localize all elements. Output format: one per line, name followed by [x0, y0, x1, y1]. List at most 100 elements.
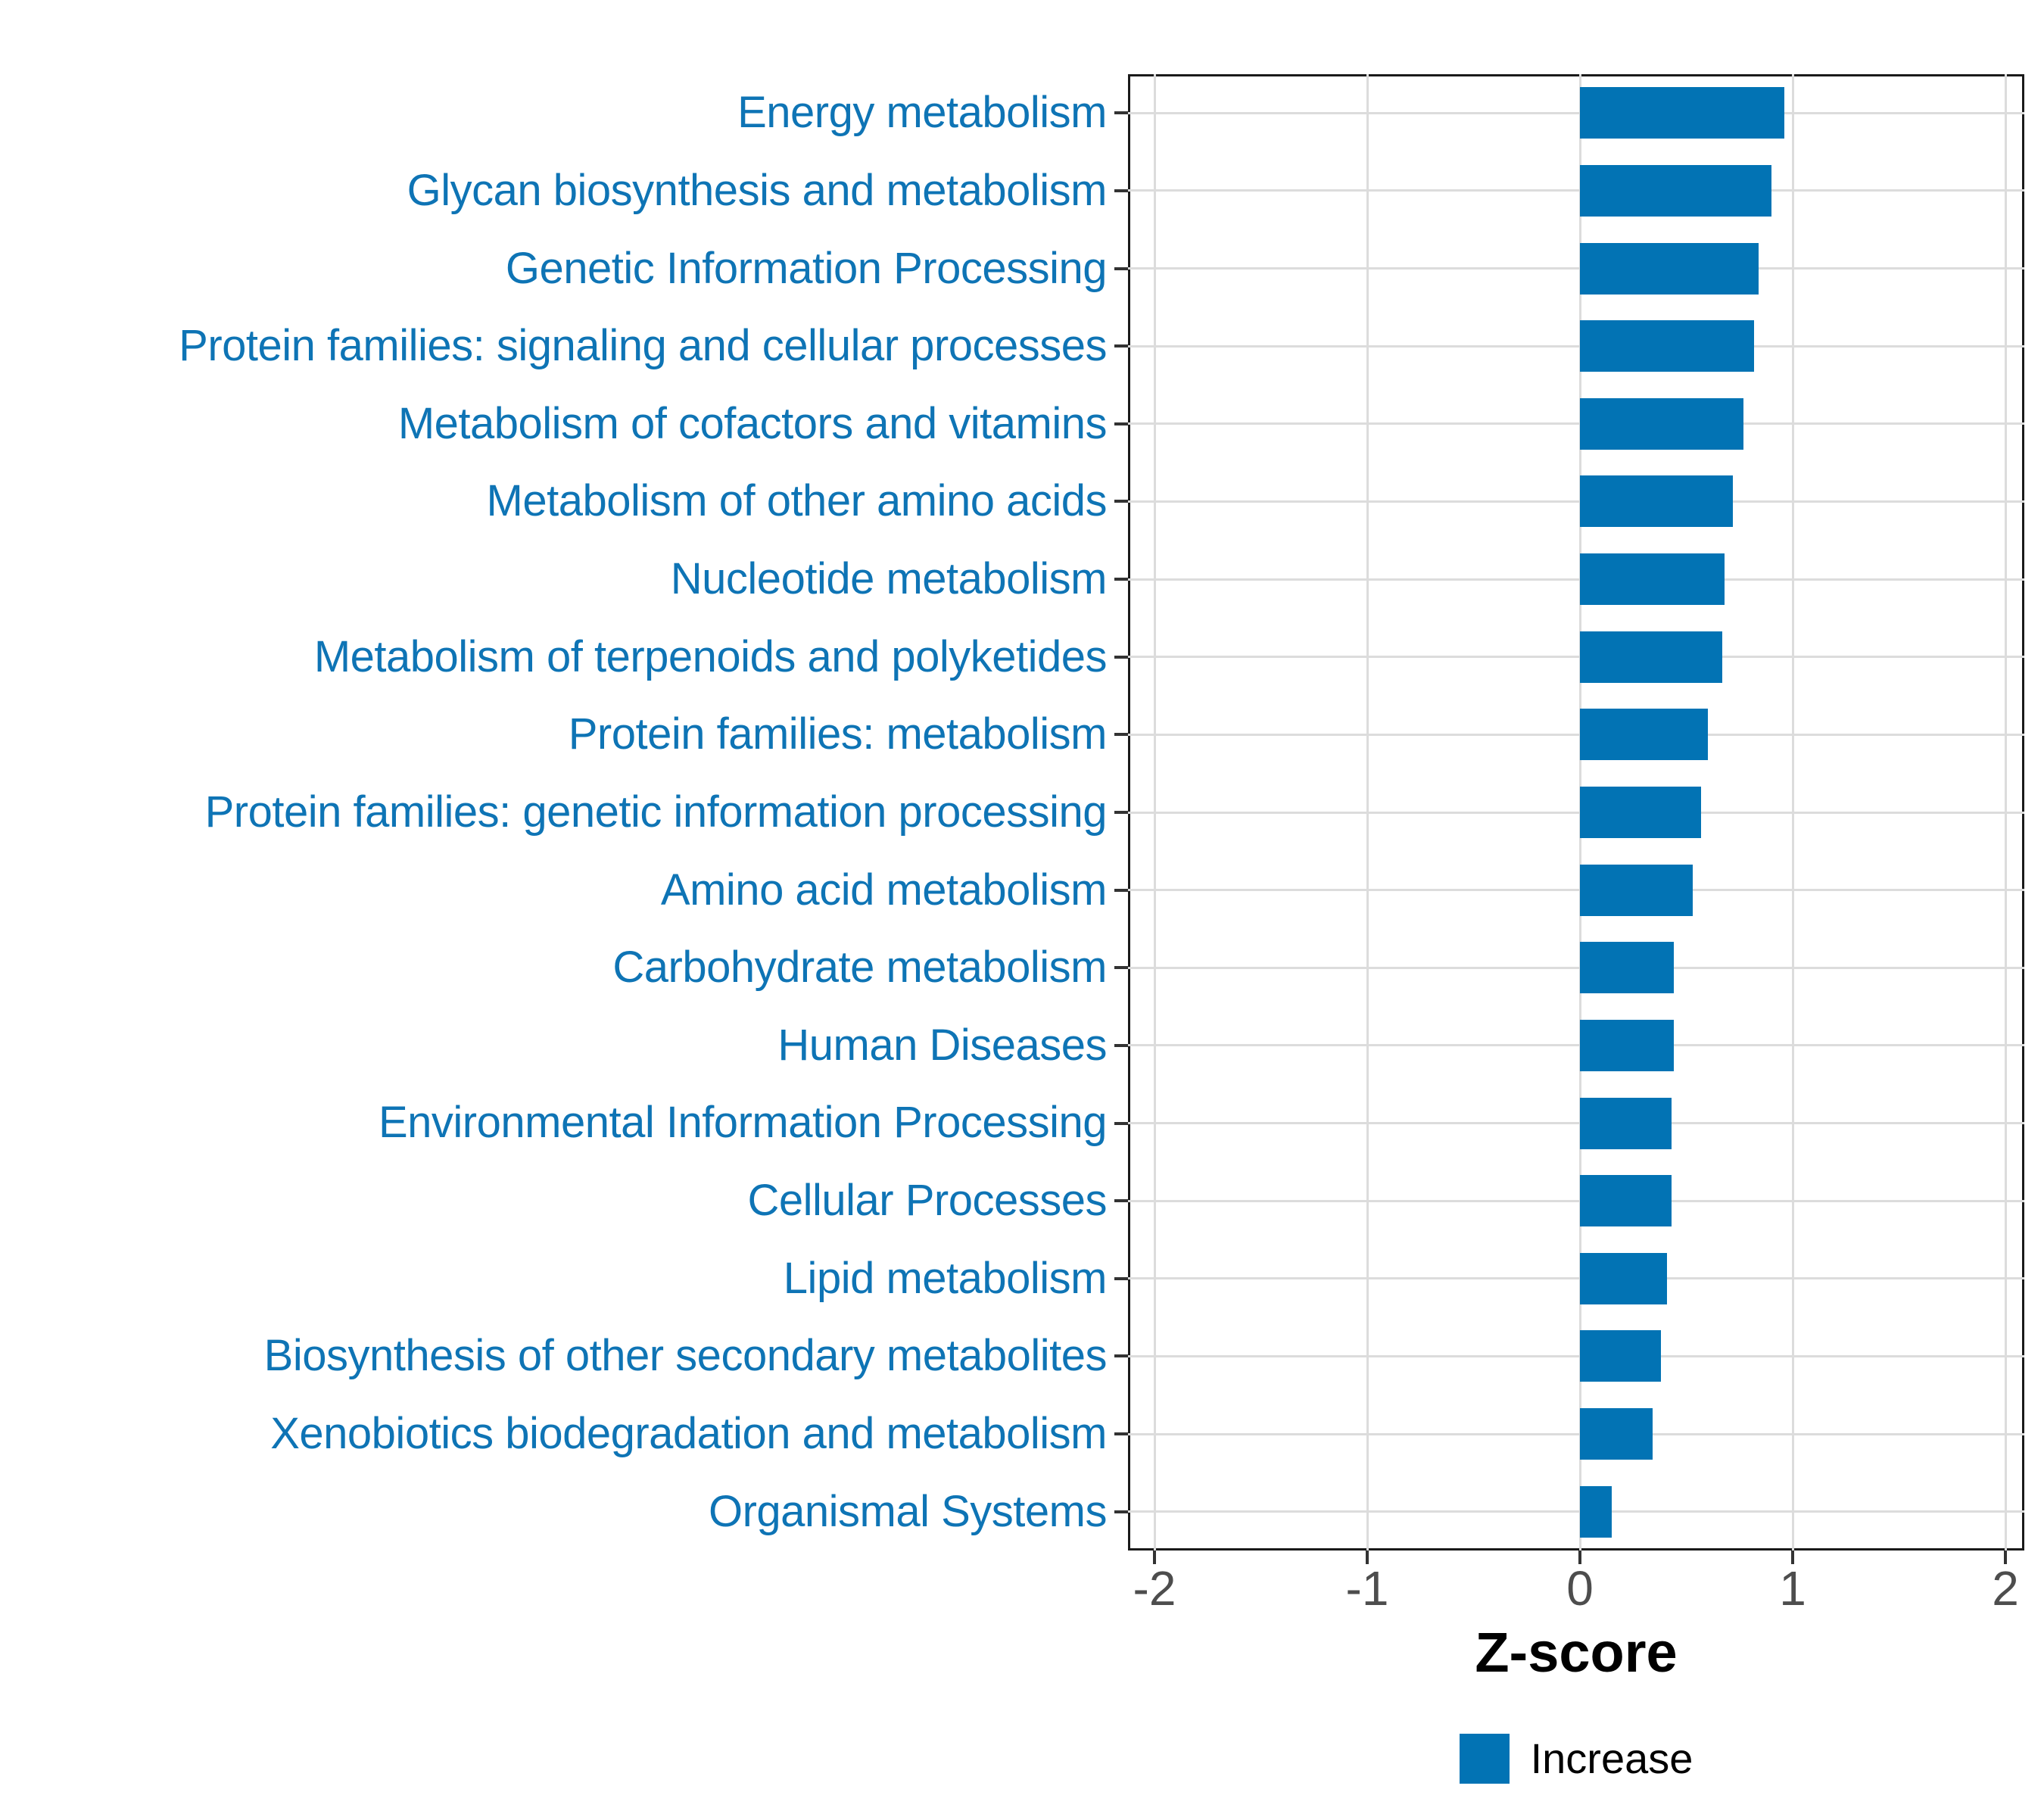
category-label: Nucleotide metabolism	[670, 554, 1108, 604]
category-label: Protein families: genetic information pr…	[204, 787, 1108, 837]
category-label: Genetic Information Processing	[505, 243, 1108, 293]
horizontal-gridline	[1128, 344, 2024, 348]
bar-5	[1580, 397, 1744, 450]
horizontal-gridline	[1128, 1277, 2024, 1280]
y-tick-mark	[1114, 1043, 1128, 1047]
category-label: Energy metabolism	[737, 88, 1107, 138]
bar-19	[1580, 1485, 1612, 1538]
category-label: Organismal Systems	[708, 1486, 1108, 1536]
x-tick-label: -1	[1345, 1561, 1389, 1616]
x-tick-label: 0	[1566, 1561, 1594, 1616]
y-category-row: Glycan biosynthesis and metabolism	[0, 152, 1108, 230]
y-category-row: Carbohydrate metabolism	[0, 929, 1107, 1007]
category-label: Lipid metabolism	[783, 1253, 1108, 1303]
x-tick-mark	[1366, 1551, 1369, 1564]
y-tick-mark	[1114, 1276, 1128, 1280]
y-tick-mark	[1114, 578, 1128, 581]
category-label: Cellular Processes	[747, 1176, 1107, 1226]
x-tick-mark	[1578, 1551, 1581, 1564]
y-tick-mark	[1114, 344, 1128, 348]
horizontal-gridline	[1128, 111, 2024, 114]
y-category-row: Xenobiotics biodegradation and metabolis…	[0, 1395, 1107, 1473]
y-category-row: Biosynthesis of other secondary metaboli…	[0, 1317, 1108, 1395]
y-category-row: Metabolism of terpenoids and polyketides	[0, 618, 1108, 696]
y-tick-mark	[1114, 111, 1128, 115]
horizontal-gridline	[1128, 1199, 2024, 1202]
bar-14	[1580, 1097, 1672, 1149]
category-label: Protein families: signaling and cellular…	[179, 321, 1107, 371]
bar-12	[1580, 942, 1674, 994]
y-tick-mark	[1114, 1354, 1128, 1358]
category-label: Metabolism of terpenoids and polyketides	[313, 631, 1108, 681]
horizontal-gridline	[1128, 500, 2024, 503]
y-category-row: Amino acid metabolism	[0, 851, 1108, 929]
y-tick-mark	[1114, 733, 1128, 737]
y-category-row: Environmental Information Processing	[0, 1084, 1108, 1162]
horizontal-gridline	[1128, 1122, 2024, 1125]
category-label: Xenobiotics biodegradation and metabolis…	[270, 1408, 1107, 1458]
horizontal-gridline	[1128, 422, 2024, 425]
bar-8	[1580, 631, 1723, 683]
bar-15	[1580, 1175, 1672, 1227]
category-label: Protein families: metabolism	[568, 709, 1108, 759]
horizontal-gridline	[1128, 578, 2024, 581]
category-label: Amino acid metabolism	[660, 865, 1108, 915]
y-tick-mark	[1114, 500, 1128, 503]
y-tick-mark	[1114, 811, 1128, 814]
x-tick-mark	[2004, 1551, 2007, 1564]
horizontal-gridline	[1128, 889, 2024, 892]
y-tick-mark	[1114, 1432, 1128, 1436]
bar-4	[1580, 320, 1755, 372]
y-category-row: Metabolism of other amino acids	[0, 463, 1108, 541]
y-category-row: Human Diseases	[0, 1007, 1107, 1085]
y-category-row: Genetic Information Processing	[0, 229, 1108, 307]
y-category-row: Protein families: genetic information pr…	[0, 774, 1108, 852]
y-axis-category-labels: Energy metabolism Glycan biosynthesis and…	[0, 74, 1107, 1551]
y-tick-mark	[1114, 1510, 1128, 1513]
y-tick-mark	[1114, 1199, 1128, 1203]
x-axis-title: Z-score	[1475, 1621, 1678, 1684]
x-tick-label: 2	[1992, 1561, 2019, 1616]
y-category-row: Organismal Systems	[0, 1473, 1108, 1551]
bar-1	[1580, 87, 1784, 139]
x-tick-mark	[1791, 1551, 1794, 1564]
horizontal-gridline	[1128, 1354, 2024, 1357]
y-category-row: Nucleotide metabolism	[0, 541, 1108, 619]
horizontal-gridline	[1128, 1510, 2024, 1513]
plot-panel	[1128, 74, 2024, 1551]
bar-3	[1580, 242, 1759, 295]
category-label: Carbohydrate metabolism	[612, 943, 1107, 993]
y-category-row: Lipid metabolism	[0, 1239, 1108, 1317]
horizontal-gridline	[1128, 1432, 2024, 1435]
bar-9	[1580, 709, 1708, 761]
bar-6	[1580, 475, 1734, 528]
horizontal-gridline	[1128, 267, 2024, 270]
category-label: Glycan biosynthesis and metabolism	[407, 165, 1108, 215]
bar-17	[1580, 1330, 1661, 1382]
bar-11	[1580, 864, 1693, 916]
y-category-row: Protein families: metabolism	[0, 696, 1108, 774]
y-tick-mark	[1114, 966, 1128, 970]
category-label: Metabolism of cofactors and vitamins	[397, 398, 1108, 448]
category-label: Environmental Information Processing	[378, 1098, 1108, 1148]
horizontal-gridline	[1128, 656, 2024, 659]
horizontal-gridline	[1128, 966, 2024, 969]
y-tick-mark	[1114, 655, 1128, 659]
x-tick-label: 1	[1779, 1561, 1806, 1616]
y-category-row: Protein families: signaling and cellular…	[0, 307, 1107, 385]
y-category-row: Energy metabolism	[0, 74, 1107, 152]
y-tick-mark	[1114, 888, 1128, 892]
bar-16	[1580, 1252, 1668, 1304]
bar-18	[1580, 1408, 1653, 1460]
legend-label-increase: Increase	[1530, 1734, 1693, 1782]
horizontal-gridline	[1128, 1044, 2024, 1047]
y-tick-mark	[1114, 1121, 1128, 1125]
bar-13	[1580, 1019, 1674, 1071]
bar-2	[1580, 164, 1771, 217]
bar-7	[1580, 553, 1725, 606]
y-category-row: Cellular Processes	[0, 1162, 1107, 1240]
y-tick-mark	[1114, 266, 1128, 270]
x-tick-mark	[1153, 1551, 1156, 1564]
category-label: Metabolism of other amino acids	[486, 476, 1108, 526]
